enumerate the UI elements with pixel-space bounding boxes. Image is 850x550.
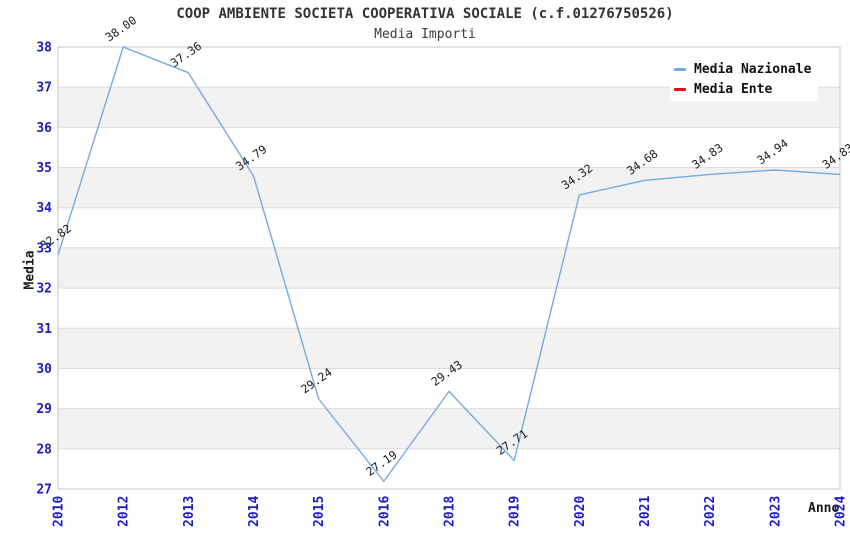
x-tick-label: 2014 [247, 496, 262, 527]
y-tick-label: 38 [36, 41, 52, 56]
y-tick-label: 33 [36, 241, 52, 256]
x-tick-label: 2015 [312, 496, 327, 527]
y-tick-label: 30 [36, 362, 52, 377]
x-tick-label: 2013 [182, 496, 197, 527]
chart-title: COOP AMBIENTE SOCIETA COOPERATIVA SOCIAL… [176, 6, 674, 22]
series-line-media-nazionale [57, 46, 841, 483]
y-tick-label: 31 [36, 322, 52, 337]
x-tick-label: 2012 [117, 496, 132, 527]
legend-item-media-nazionale: Media Nazionale [674, 62, 818, 77]
x-tick-label: 2010 [52, 496, 67, 527]
x-tick-label: 2016 [377, 496, 392, 527]
x-tick-label: 2023 [768, 496, 783, 527]
legend-label: Media Ente [694, 81, 773, 97]
grid-stripe [58, 247, 840, 289]
x-tick-label: 2018 [443, 496, 458, 527]
y-tick-label: 28 [36, 442, 52, 457]
y-tick-label: 34 [36, 201, 52, 216]
grid-stripe [58, 328, 840, 369]
grid-stripe [58, 408, 840, 449]
x-tick-label: 2020 [573, 496, 588, 527]
line-swatch-icon [674, 87, 686, 91]
x-tick-label: 2019 [508, 496, 523, 527]
data-point-label: 38.00 [103, 13, 139, 44]
legend-label: Media Nazionale [694, 61, 812, 77]
y-tick-label: 32 [36, 282, 52, 297]
x-tick-label: 2021 [638, 496, 653, 527]
y-tick-label: 29 [36, 402, 52, 417]
y-tick-label: 27 [36, 483, 52, 498]
data-point-label: 37.36 [168, 39, 204, 70]
y-tick-label: 35 [36, 161, 52, 176]
chart-subtitle: Media Importi [374, 27, 476, 42]
y-tick-label: 37 [36, 81, 52, 96]
data-point-label: 27.19 [363, 447, 399, 478]
data-point-label: 34.94 [754, 136, 790, 167]
x-axis-title: Anno [808, 501, 840, 516]
x-tick-label: 2022 [703, 496, 718, 527]
legend: Media Nazionale Media Ente [670, 57, 818, 101]
y-tick-label: 36 [36, 121, 52, 136]
x-tick-label: 2024 [834, 496, 849, 527]
line-swatch-icon [674, 67, 686, 71]
plot-border [57, 46, 841, 490]
legend-item-media-ente: Media Ente [674, 82, 818, 97]
